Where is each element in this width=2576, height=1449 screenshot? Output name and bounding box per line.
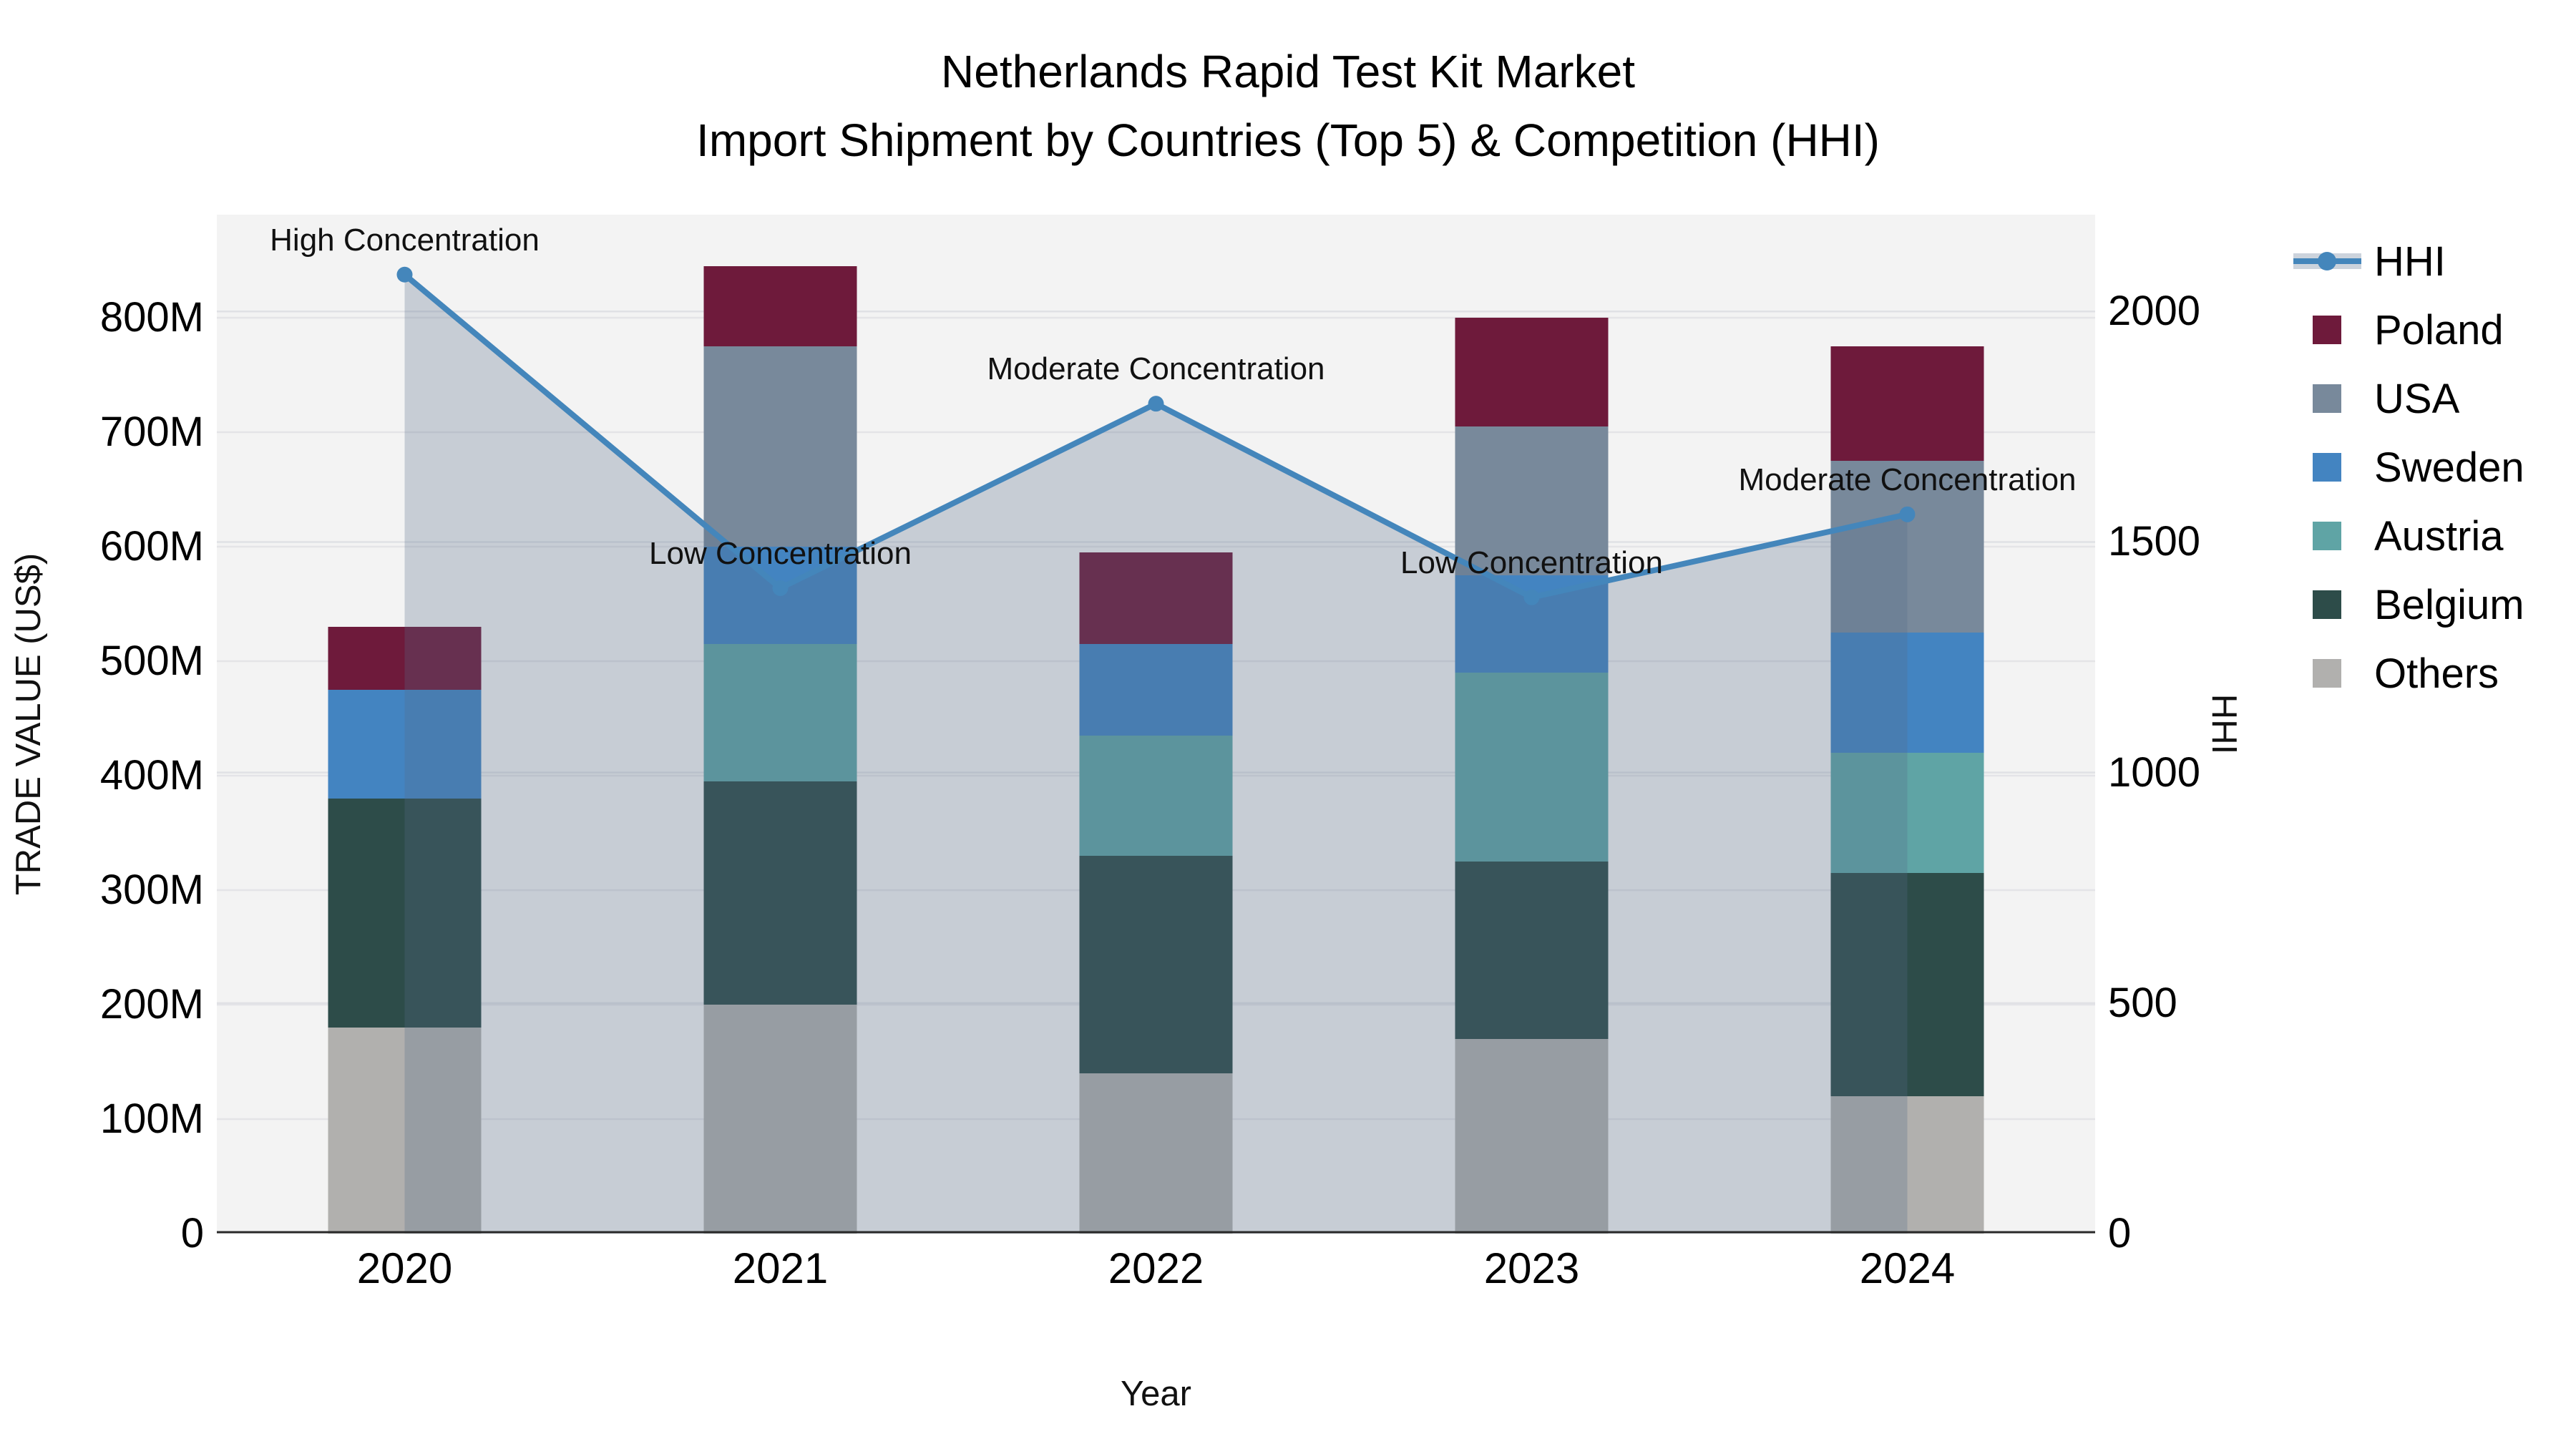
y-right-tick-500: 500 <box>2108 979 2177 1026</box>
bar-others-2024 <box>1830 1096 1984 1234</box>
y-left-tick-400M: 400M <box>99 752 204 799</box>
bar-sweden-2022 <box>1079 644 1233 736</box>
x-tick-2021: 2021 <box>732 1244 829 1292</box>
hhi-area <box>404 274 1908 1234</box>
annotation-2024: Moderate Concentration <box>1738 462 2077 497</box>
bar-austria-2024 <box>1830 753 1984 873</box>
legend-item-others[interactable]: Others <box>2293 639 2524 708</box>
bar-others-2021 <box>703 1005 857 1234</box>
legend-swatch-3 <box>2313 453 2341 482</box>
bar-belgium-2024 <box>1830 873 1984 1096</box>
chart-title-line2: Import Shipment by Countries (Top 5) & C… <box>696 114 1880 166</box>
x-tick-2022: 2022 <box>1108 1244 1204 1292</box>
hhi-line-sample-icon <box>2293 240 2361 283</box>
bar-usa-2021 <box>703 346 857 547</box>
hhi-marker-2021 <box>772 580 789 596</box>
hhi-marker-2020 <box>396 266 413 283</box>
bar-austria-2023 <box>1455 673 1609 862</box>
legend-label: HHI <box>2374 238 2446 285</box>
bar-poland-2021 <box>703 266 857 346</box>
x-axis-title: Year <box>1120 1375 1191 1413</box>
legend-swatch-6 <box>2313 659 2341 688</box>
bar-poland-2024 <box>1830 346 1984 461</box>
legend-swatch-1 <box>2313 316 2341 344</box>
legend-item-hhi[interactable]: HHI <box>2293 227 2524 296</box>
legend-swatch-2 <box>2313 384 2341 413</box>
bar-belgium-2021 <box>703 781 857 1005</box>
legend-label: Others <box>2374 650 2499 697</box>
hhi-marker-2024 <box>1899 506 1916 522</box>
legend-item-austria[interactable]: Austria <box>2293 502 2524 570</box>
bar-usa-2023 <box>1455 426 1609 575</box>
y-right-tick-2000: 2000 <box>2108 288 2201 335</box>
legend-item-sweden[interactable]: Sweden <box>2293 433 2524 502</box>
y-right-tick-0: 0 <box>2108 1210 2132 1257</box>
bar-others-2023 <box>1455 1039 1609 1234</box>
bar-austria-2022 <box>1079 736 1233 856</box>
annotation-2021: Low Concentration <box>649 535 912 571</box>
legend-swatch-4 <box>2313 522 2341 550</box>
bar-poland-2020 <box>328 627 482 690</box>
legend-label: Austria <box>2374 512 2504 560</box>
y-right-tick-1500: 1500 <box>2108 518 2201 565</box>
legend-label: Poland <box>2374 306 2504 353</box>
y-right-tick-1000: 1000 <box>2108 748 2201 796</box>
bar-sweden-2024 <box>1830 633 1984 753</box>
bar-poland-2022 <box>1079 552 1233 644</box>
hhi-marker-icon <box>2318 252 2336 270</box>
y-left-tick-700M: 700M <box>99 409 204 455</box>
annotation-2023: Low Concentration <box>1400 545 1663 580</box>
bar-belgium-2023 <box>1455 862 1609 1039</box>
bar-usa-2024 <box>1830 461 1984 633</box>
bar-poland-2023 <box>1455 318 1609 426</box>
hhi-marker-2023 <box>1523 589 1540 605</box>
y-left-tick-200M: 200M <box>99 981 204 1028</box>
annotation-2020: High Concentration <box>270 222 540 258</box>
chart-title-line1: Netherlands Rapid Test Kit Market <box>941 46 1635 97</box>
x-tick-2023: 2023 <box>1483 1244 1580 1292</box>
bar-austria-2021 <box>703 644 857 781</box>
y-axis-title-left: TRADE VALUE (US$) <box>9 552 48 896</box>
plot-area <box>217 215 2095 1234</box>
legend-label: USA <box>2374 375 2460 422</box>
hhi-marker-2022 <box>1148 396 1164 412</box>
legend-label: Belgium <box>2374 581 2524 628</box>
bar-belgium-2022 <box>1079 856 1233 1073</box>
x-tick-2024: 2024 <box>1859 1244 1956 1292</box>
legend-label: Sweden <box>2374 444 2524 491</box>
y-left-tick-600M: 600M <box>99 523 204 570</box>
y-left-tick-500M: 500M <box>99 638 204 684</box>
bar-others-2022 <box>1079 1073 1233 1234</box>
y-axis-title-right: HHI <box>2205 693 2243 755</box>
y-left-tick-300M: 300M <box>99 867 204 913</box>
annotation-2022: Moderate Concentration <box>987 351 1325 387</box>
y-left-tick-0: 0 <box>180 1210 204 1257</box>
chart-canvas <box>217 266 2095 1234</box>
bar-belgium-2020 <box>328 799 482 1028</box>
bar-sweden-2020 <box>328 690 482 799</box>
legend-item-belgium[interactable]: Belgium <box>2293 570 2524 639</box>
y-left-tick-100M: 100M <box>99 1096 204 1142</box>
legend-item-usa[interactable]: USA <box>2293 364 2524 433</box>
x-tick-2020: 2020 <box>356 1244 453 1292</box>
chart-title: Netherlands Rapid Test Kit Market Import… <box>0 37 2576 175</box>
legend: HHI Poland USA Sweden Austria Belgium Ot… <box>2293 227 2524 708</box>
legend-item-poland[interactable]: Poland <box>2293 296 2524 364</box>
y-left-tick-800M: 800M <box>99 294 204 341</box>
bar-others-2020 <box>328 1028 482 1234</box>
legend-swatch-5 <box>2313 590 2341 619</box>
